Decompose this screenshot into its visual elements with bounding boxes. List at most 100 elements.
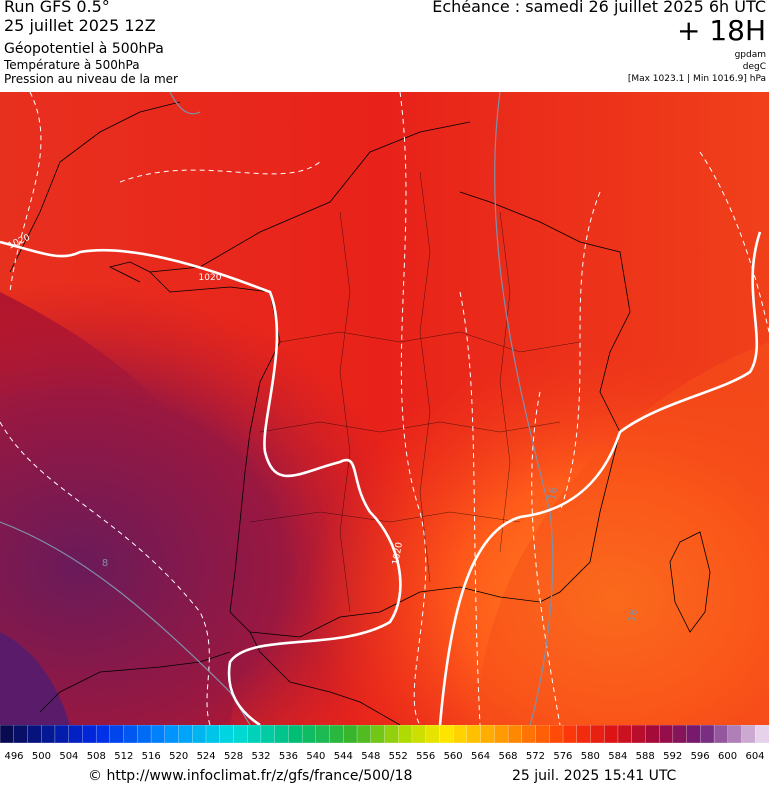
geopotential-lines	[0, 92, 554, 725]
colorbar-label: 592	[663, 751, 682, 762]
color-swatch	[343, 725, 358, 744]
colorbar-label: 496	[4, 751, 23, 762]
color-swatch	[137, 725, 152, 744]
colorbar-label: 556	[416, 751, 435, 762]
offset: + 18H	[676, 14, 766, 47]
colorbar-label: 552	[389, 751, 408, 762]
color-swatch	[260, 725, 276, 744]
colorbar-label: 548	[361, 751, 380, 762]
source-url: © http://www.infoclimat.fr/z/gfs/france/…	[88, 768, 413, 784]
color-swatch	[398, 725, 413, 744]
color-swatch	[82, 725, 97, 744]
timestamp: 25 juil. 2025 15:41 UTC	[512, 768, 677, 784]
colorbar-label: 528	[224, 751, 243, 762]
echeance: Echéance : samedi 26 juillet 2025 6h UTC	[432, 0, 766, 16]
layer-label: Géopotentiel à 500hPa	[4, 41, 164, 57]
pressure-range: [Max 1023.1 | Min 1016.9] hPa	[627, 74, 766, 84]
color-swatch	[150, 725, 166, 744]
colorbar-label: 604	[745, 751, 764, 762]
color-swatch	[590, 725, 605, 744]
contour-label: 8	[102, 558, 108, 569]
colorbar-label: 544	[334, 751, 353, 762]
colorbar-label: 536	[279, 751, 298, 762]
color-swatch	[95, 725, 111, 744]
color-swatch	[521, 725, 537, 744]
color-swatch	[192, 725, 207, 744]
colorbar-label: 516	[142, 751, 161, 762]
color-swatch	[713, 725, 729, 744]
color-swatch	[700, 725, 715, 744]
color-swatch	[164, 725, 180, 744]
color-swatch	[466, 725, 482, 744]
color-swatch	[631, 725, 647, 744]
colorbar-label: 580	[581, 751, 600, 762]
regions	[249, 171, 581, 613]
color-swatch	[329, 725, 344, 744]
color-swatch	[672, 725, 688, 744]
colorbar-label: 520	[169, 751, 188, 762]
colorbar-label: 504	[59, 751, 78, 762]
color-swatch	[562, 725, 578, 744]
contour-label: 16	[627, 608, 640, 622]
color-swatch	[219, 725, 235, 744]
color-swatch	[658, 725, 674, 744]
color-swatch	[453, 725, 468, 744]
color-swatch	[576, 725, 592, 744]
color-swatch	[178, 725, 193, 744]
color-swatch	[247, 725, 262, 744]
layer-label: Température à 500hPa	[4, 58, 140, 72]
unit: gpdam	[734, 50, 766, 60]
color-swatch	[617, 725, 633, 744]
colorbar-label: 576	[553, 751, 572, 762]
color-swatch	[370, 725, 386, 744]
colorbar-label: 508	[87, 751, 106, 762]
color-swatch	[315, 725, 331, 744]
isotherms	[0, 92, 769, 725]
color-swatch	[549, 725, 564, 744]
color-swatch	[755, 725, 769, 744]
color-swatch	[727, 725, 743, 744]
color-swatch	[480, 725, 496, 744]
colorbar-label: 588	[636, 751, 655, 762]
color-swatch	[535, 725, 550, 744]
contour-label: 1020	[391, 541, 405, 566]
color-swatch	[686, 725, 701, 744]
color-swatch	[0, 725, 15, 744]
colorbar-label: 572	[526, 751, 545, 762]
colorbar-label: 584	[608, 751, 627, 762]
contour-label: 16	[547, 486, 560, 500]
color-swatch	[205, 725, 221, 744]
color-swatch	[54, 725, 70, 744]
color-swatch	[109, 725, 125, 744]
color-swatch	[425, 725, 441, 744]
color-swatch	[384, 725, 399, 744]
temp-zone	[479, 342, 769, 725]
colorbar-label: 568	[498, 751, 517, 762]
color-swatch	[68, 725, 84, 744]
color-swatch	[411, 725, 427, 744]
color-swatch	[233, 725, 248, 744]
color-swatch	[604, 725, 619, 744]
color-swatch	[41, 725, 56, 744]
color-swatch	[301, 725, 317, 744]
colorbar-label: 512	[114, 751, 133, 762]
color-swatch	[356, 725, 372, 744]
colorbar-label: 524	[197, 751, 216, 762]
color-swatch	[741, 725, 756, 744]
color-swatch	[439, 725, 454, 744]
colorbar: 496 500 504 508 512 516 520 524 528 532 536 540 544 5…	[0, 725, 769, 762]
colorbar-label: 540	[306, 751, 325, 762]
isobars	[0, 231, 762, 725]
color-swatch	[13, 725, 29, 744]
colorbar-label: 600	[718, 751, 737, 762]
color-swatch	[274, 725, 290, 744]
color-swatch	[494, 725, 509, 744]
color-swatch	[645, 725, 660, 744]
layer-label: Pression au niveau de la mer	[4, 72, 178, 86]
color-swatch	[507, 725, 523, 744]
color-swatch	[288, 725, 303, 744]
color-swatch	[123, 725, 138, 744]
run-date: 25 juillet 2025 12Z	[4, 16, 156, 35]
colorbar-label: 596	[691, 751, 710, 762]
